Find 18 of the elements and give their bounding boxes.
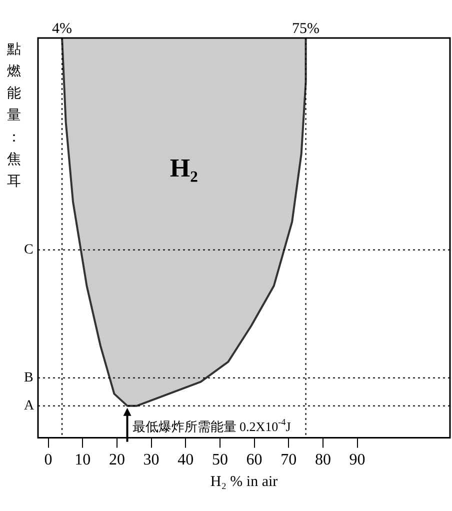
ref-line-label: B bbox=[24, 370, 34, 386]
x-tick-label: 90 bbox=[349, 452, 366, 469]
y-axis-title: 點燃能量：焦耳 bbox=[6, 42, 21, 190]
x-tick-label: 40 bbox=[178, 452, 194, 469]
ref-line-label: C bbox=[24, 242, 34, 258]
ref-line-label: 4% bbox=[52, 20, 72, 37]
x-tick-label: 50 bbox=[212, 452, 228, 469]
ref-line-label: A bbox=[24, 398, 35, 414]
x-tick-label: 60 bbox=[246, 452, 262, 469]
x-tick-label: 30 bbox=[143, 452, 160, 469]
x-tick-label: 0 bbox=[44, 452, 52, 469]
ref-line-label: 75% bbox=[292, 20, 320, 37]
x-axis-title: H₂ % in air bbox=[210, 474, 278, 490]
x-tick-label: 70 bbox=[280, 452, 297, 469]
x-tick-label: 10 bbox=[74, 452, 91, 469]
x-tick-label: 20 bbox=[108, 452, 125, 469]
x-tick-label: 80 bbox=[314, 452, 331, 469]
series-label: H₂ bbox=[170, 154, 198, 183]
